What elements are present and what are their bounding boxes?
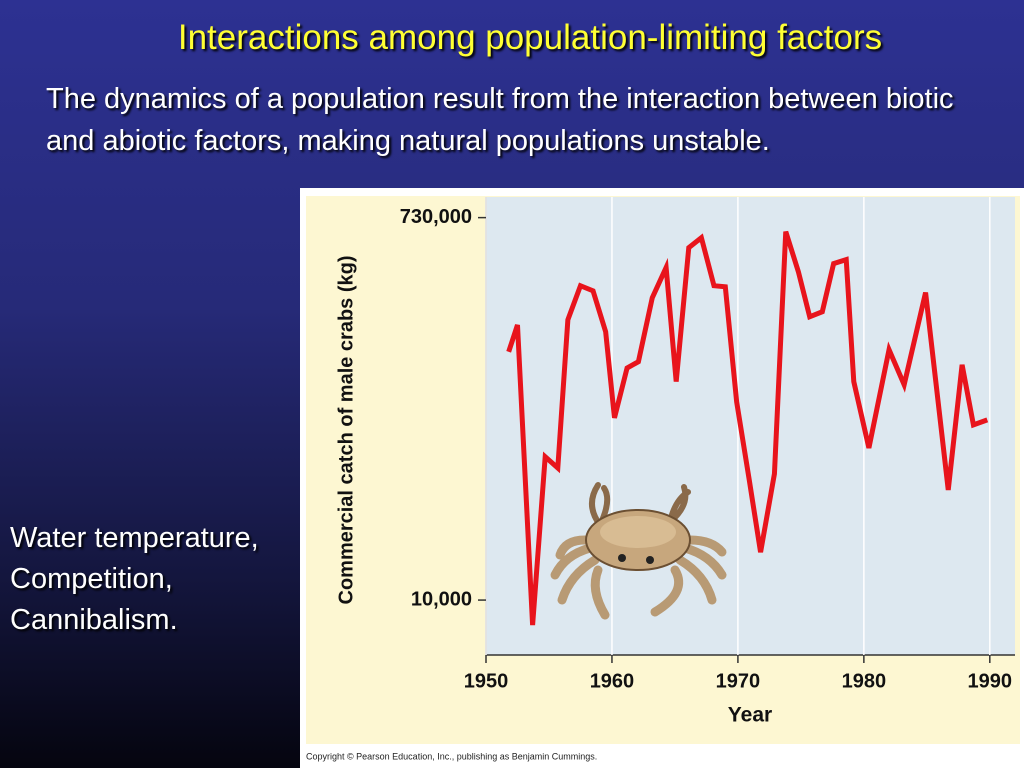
factor: Competition, <box>10 563 173 595</box>
x-tick-label: 1960 <box>590 670 635 692</box>
crab-illustration <box>550 482 727 620</box>
factor-list: Water temperature, Competition, Cannibal… <box>10 518 259 641</box>
y-axis-label: Commercial catch of male crabs (kg) <box>335 255 357 604</box>
factor: Water temperature, <box>10 522 259 554</box>
x-tick-label: 1990 <box>968 670 1013 692</box>
body-text: The dynamics of a population result from… <box>46 83 954 157</box>
x-axis-label: Year <box>728 704 772 727</box>
slide-title: Interactions among population-limiting f… <box>177 18 883 57</box>
x-tick-label: 1950 <box>464 670 509 692</box>
y-tick-label: 10,000 <box>411 588 472 610</box>
factor: Cannibalism. <box>10 604 178 636</box>
y-tick-label: 730,000 <box>400 206 472 228</box>
x-tick-label: 1980 <box>842 670 887 692</box>
copyright: Copyright © Pearson Education, Inc., pub… <box>306 751 597 761</box>
x-tick-label: 1970 <box>716 670 761 692</box>
data-line <box>506 230 989 626</box>
